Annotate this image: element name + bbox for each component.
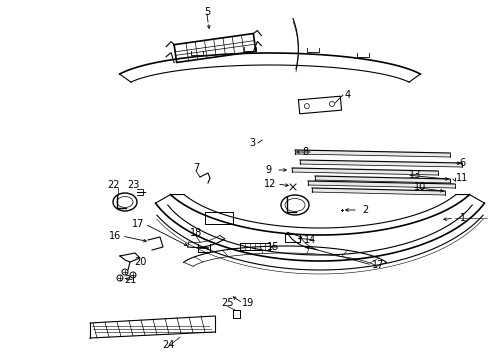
Polygon shape	[295, 150, 450, 157]
Text: 13: 13	[409, 170, 421, 180]
Polygon shape	[312, 188, 445, 195]
Text: 11: 11	[456, 173, 468, 183]
Text: 23: 23	[127, 180, 139, 190]
Text: 25: 25	[221, 298, 233, 308]
Text: 24: 24	[162, 340, 174, 350]
Text: 10: 10	[414, 182, 426, 192]
Text: 12: 12	[264, 179, 276, 189]
Text: 19: 19	[242, 298, 254, 308]
Polygon shape	[308, 181, 455, 188]
Text: 1: 1	[460, 213, 466, 223]
Polygon shape	[315, 176, 450, 183]
Text: 17: 17	[372, 260, 384, 270]
Text: 2: 2	[362, 205, 368, 215]
Text: 17: 17	[132, 219, 144, 229]
Text: 20: 20	[134, 257, 146, 267]
Text: 5: 5	[204, 7, 210, 17]
Text: 21: 21	[124, 275, 136, 285]
Text: 9: 9	[265, 165, 271, 175]
Text: 6: 6	[459, 158, 465, 168]
Text: 16: 16	[109, 231, 121, 241]
Text: 7: 7	[193, 163, 199, 173]
Polygon shape	[292, 168, 438, 175]
Text: 14: 14	[304, 235, 316, 245]
Text: 15: 15	[267, 242, 279, 252]
Text: 18: 18	[190, 228, 202, 238]
Text: 22: 22	[107, 180, 119, 190]
Text: 8: 8	[302, 147, 308, 157]
Text: 4: 4	[345, 90, 351, 100]
Polygon shape	[300, 160, 462, 167]
Text: 3: 3	[249, 138, 255, 148]
